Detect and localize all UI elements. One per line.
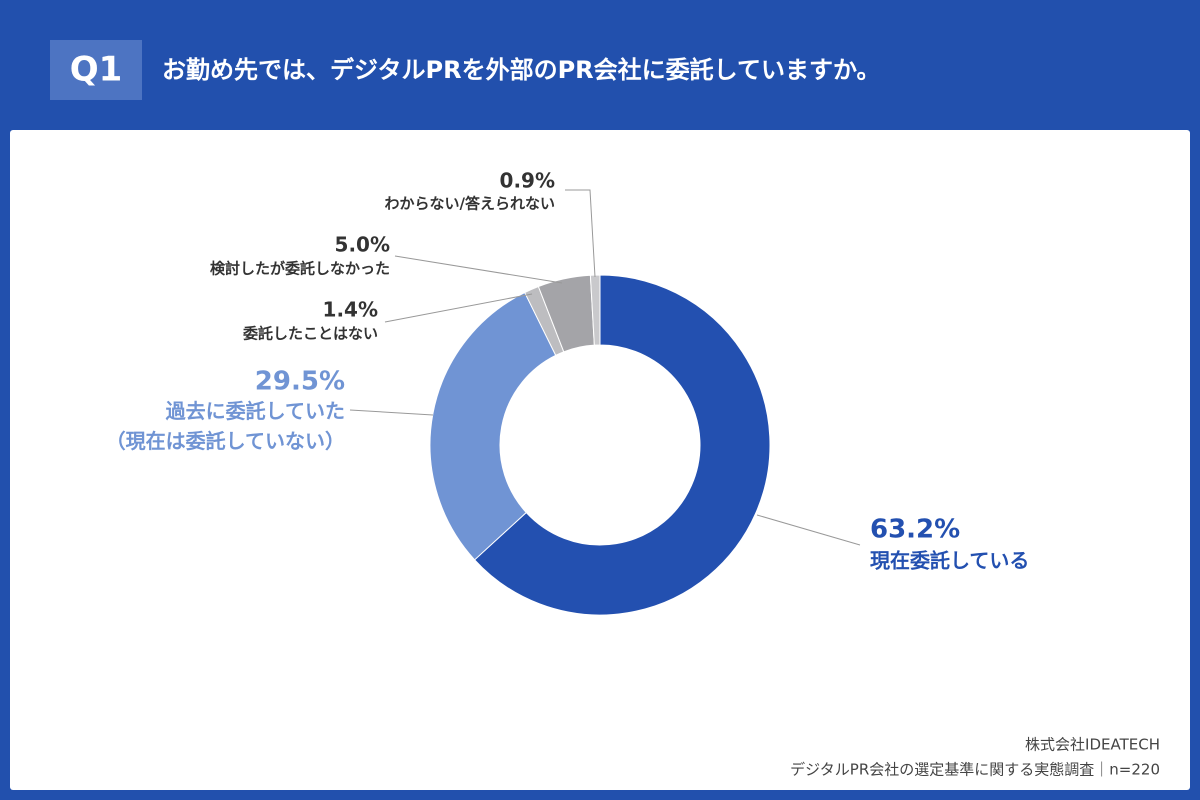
category-line: （現在は委託していない） (106, 429, 345, 453)
value-label: 0.9% (500, 169, 555, 193)
category-label: わからない/答えられない (385, 195, 555, 213)
category-label: 現在委託している (870, 549, 1029, 573)
category-label: 委託したことはない (243, 325, 378, 343)
leader-line (394, 255, 563, 284)
badge: Q1 (70, 50, 123, 90)
leader-line (565, 189, 596, 278)
donut-slice (589, 274, 601, 346)
category-line: 過去に委託していた (166, 399, 345, 423)
donut-slice (473, 274, 771, 616)
leader-line (756, 514, 861, 546)
value-label: 5.0% (335, 233, 390, 257)
category-label: 検討したが委託しなかった (210, 260, 390, 278)
leader-line (349, 409, 434, 416)
value-label: 1.4% (323, 298, 378, 322)
survey: デジタルPR会社の選定基準に関する実態調査｜n=220 (790, 761, 1160, 779)
category-label: 過去に委託していた （現在は委託していない） (106, 399, 345, 453)
leader-line (384, 293, 533, 323)
value-label: 29.5% (255, 367, 345, 397)
value-label: 63.2% (870, 515, 960, 545)
panel (10, 130, 1190, 790)
badge-box (50, 40, 142, 100)
source: 株式会社IDEATECH (1025, 736, 1160, 754)
header-title: お勤め先では、デジタルPRを外部のPR会社に委託していますか。 (162, 56, 880, 84)
donut-slice (429, 291, 557, 561)
